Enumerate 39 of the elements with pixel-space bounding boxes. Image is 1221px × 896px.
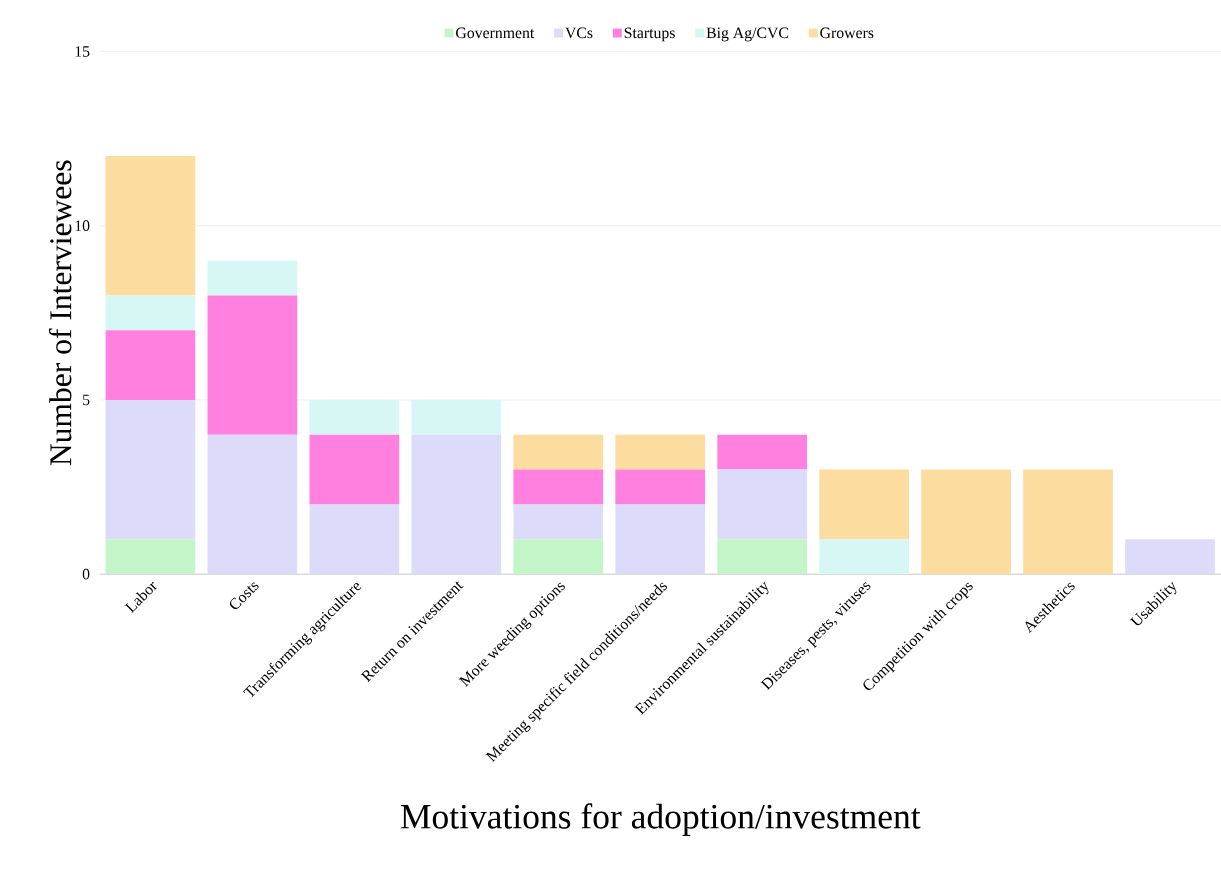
y-tick-label: 15 — [75, 46, 90, 57]
legend-label: VCs — [565, 27, 593, 39]
bar — [513, 539, 604, 575]
legend-label: Startups — [624, 27, 675, 42]
bar — [309, 504, 400, 575]
bar — [105, 399, 196, 540]
bar — [615, 504, 706, 575]
bar — [921, 469, 1011, 575]
y-tick-label: 5 — [83, 394, 90, 406]
bar — [819, 539, 910, 575]
bar — [615, 434, 706, 470]
bar — [717, 469, 808, 540]
bar — [411, 434, 502, 575]
bar — [105, 539, 196, 575]
bar — [1023, 469, 1113, 575]
x-axis-title: Motivations for adoption/investment — [400, 803, 921, 836]
legend-label: Big Ag/CVC — [706, 27, 789, 42]
bar — [105, 156, 196, 296]
legend-label: Government — [456, 27, 535, 39]
bar — [615, 469, 706, 505]
bar — [1125, 539, 1215, 575]
bar — [105, 330, 196, 400]
bar — [411, 399, 502, 435]
legend-label: Growers — [820, 27, 874, 39]
bar — [309, 434, 400, 505]
y-tick-label: 10 — [75, 220, 90, 232]
bar — [207, 260, 298, 296]
bar — [207, 434, 298, 575]
y-axis-title: Number of Interviewees — [48, 160, 72, 466]
bar — [513, 434, 604, 470]
bar — [513, 504, 604, 540]
bar — [717, 539, 808, 575]
bar — [207, 295, 298, 435]
bar — [819, 469, 910, 540]
bar — [105, 295, 196, 331]
bar — [717, 434, 808, 470]
bar — [513, 469, 604, 505]
bar — [309, 399, 400, 435]
y-tick-label: 0 — [82, 568, 90, 580]
